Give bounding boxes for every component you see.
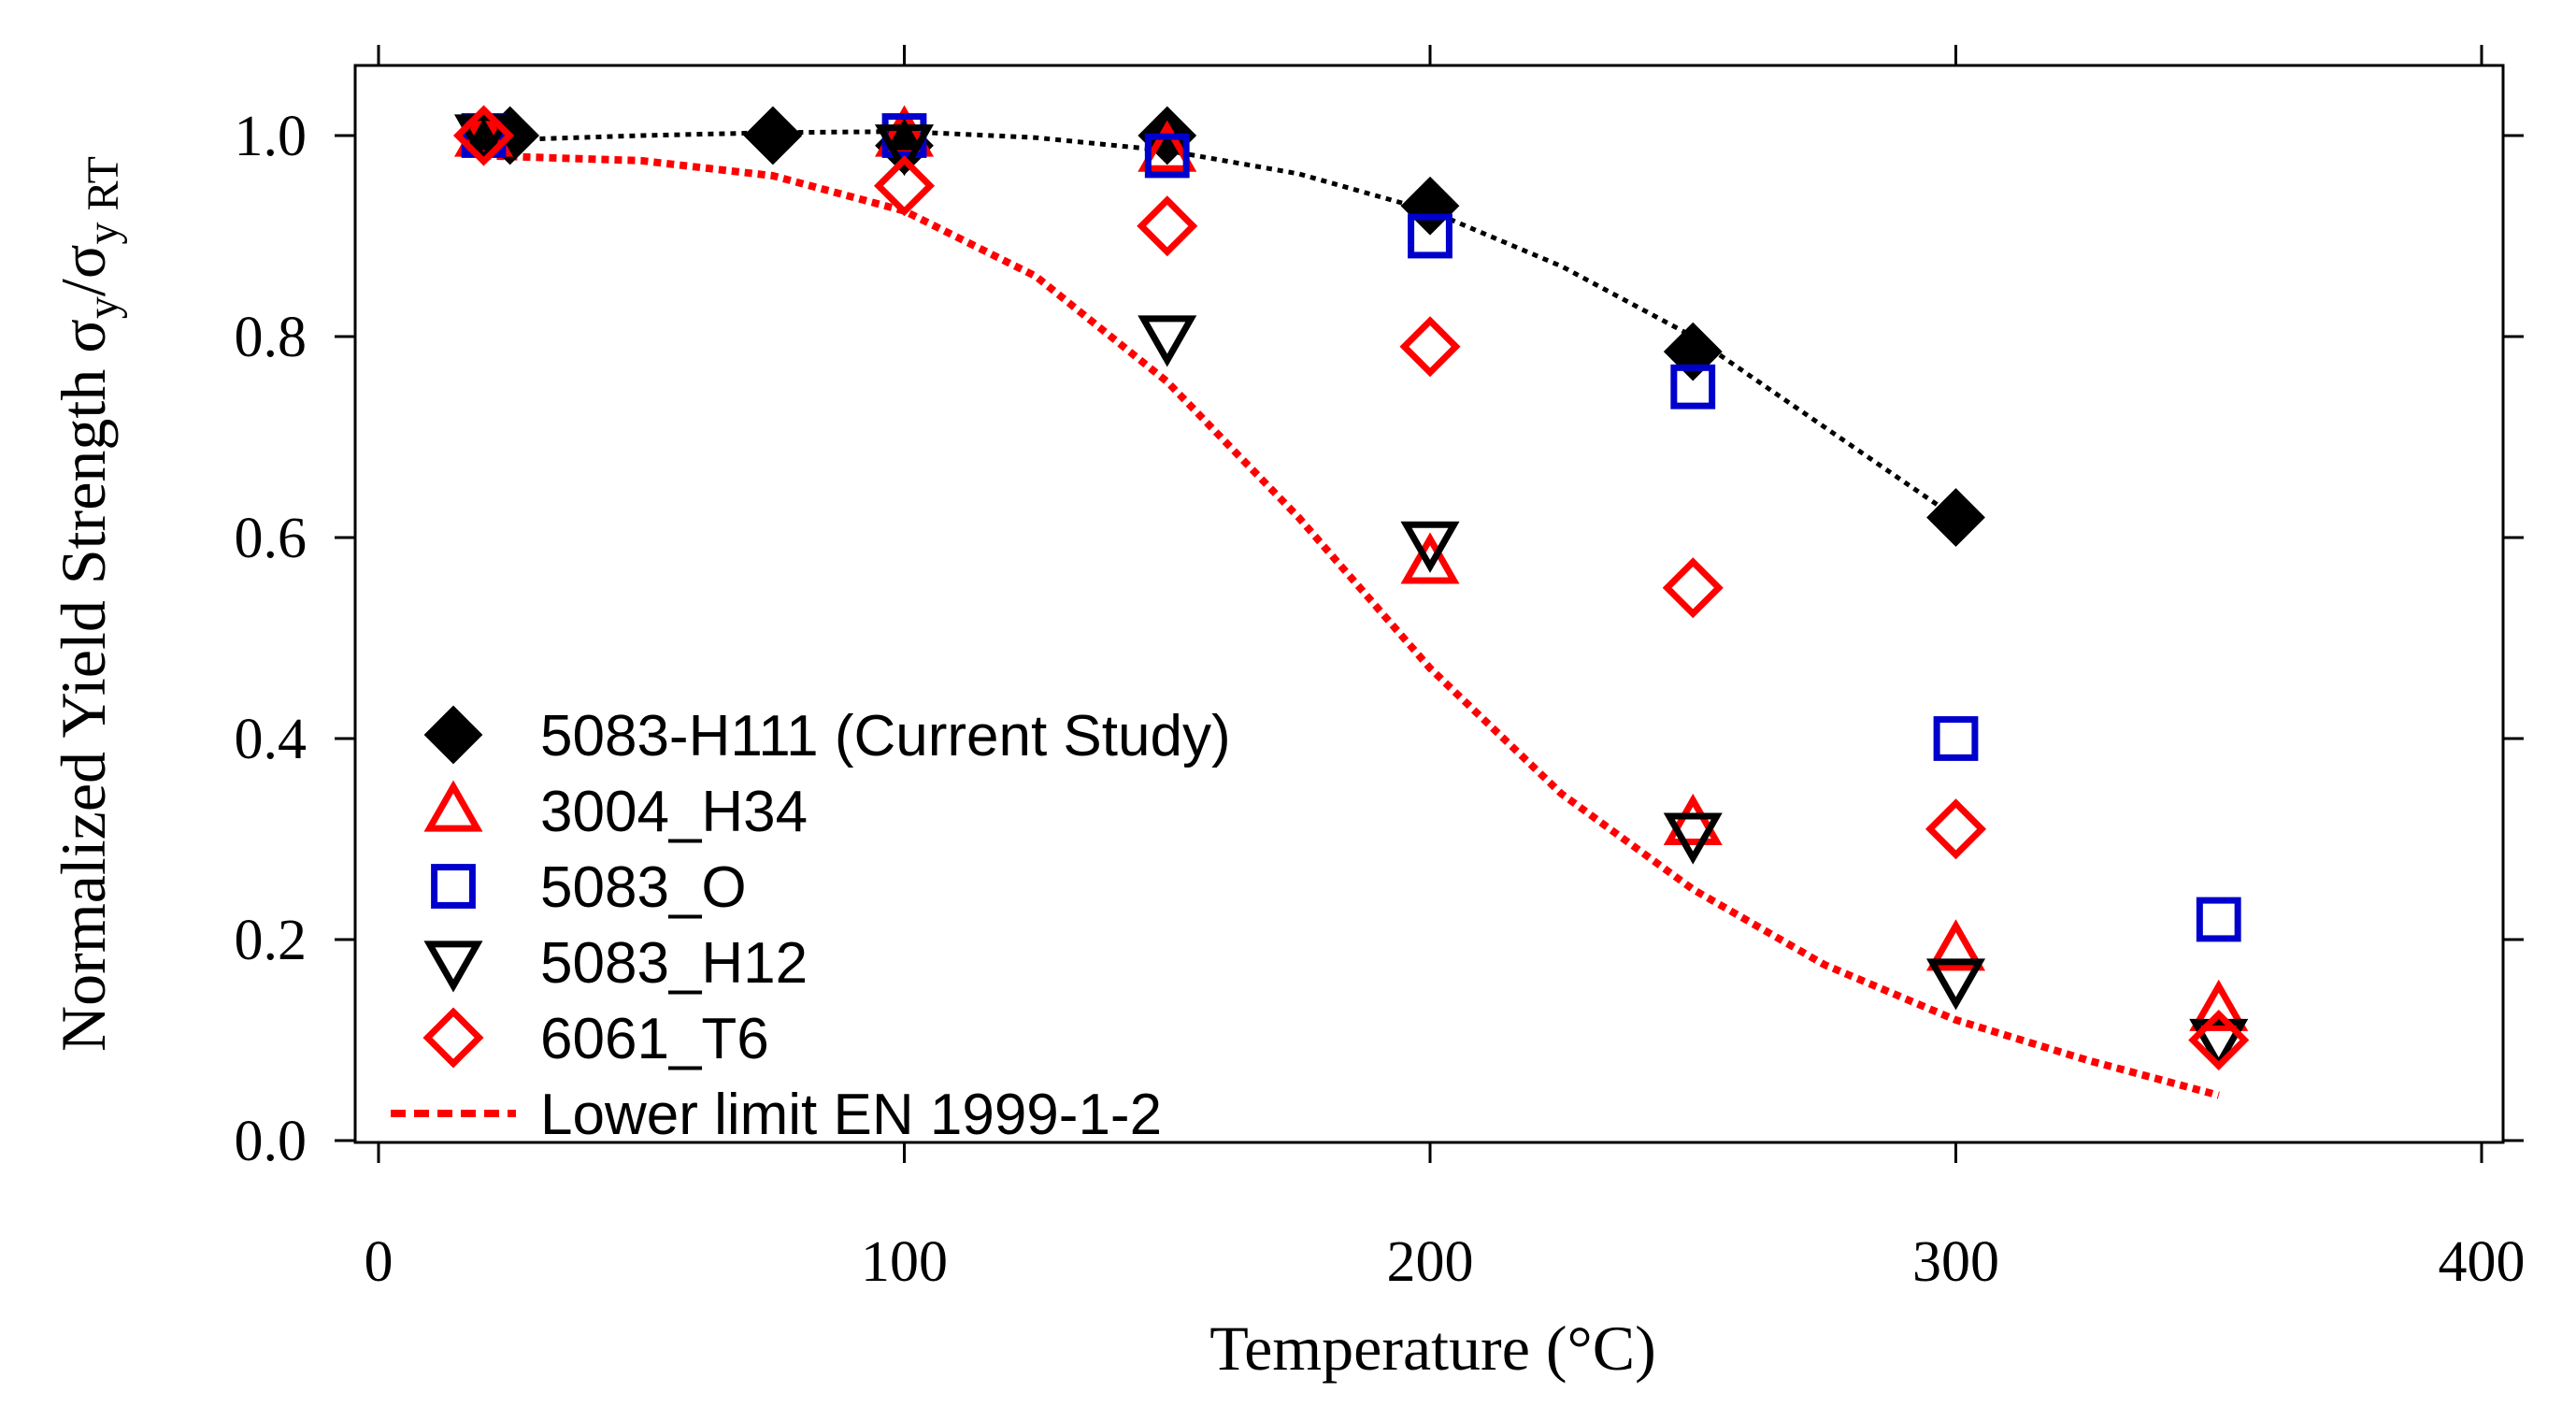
data-point-5083-o	[2196, 897, 2241, 942]
y-tick-label: 0.4	[235, 708, 308, 771]
data-point-5083-h111	[1926, 488, 1985, 547]
y-axis-title: Normalized Yield Strength σy/σy RT	[48, 156, 128, 1052]
data-point-5083-h12	[1925, 958, 1986, 1011]
data-point-5083-o	[1933, 716, 1979, 761]
y-tick-label: 0.8	[235, 306, 308, 369]
current-study-fit-curve	[483, 129, 1957, 520]
legend-marker-5083-h111	[423, 705, 483, 765]
data-point-5083-h12	[453, 114, 514, 166]
x-tick-label: 400	[2439, 1230, 2526, 1294]
legend-label: Lower limit EN 1999-1-2	[540, 1083, 1162, 1147]
legend-marker-3004-h34	[423, 780, 483, 832]
legend-label: 5083_H12	[540, 931, 808, 996]
data-point-6061-t6	[873, 155, 936, 217]
y-axis-title-main: Normalized Yield Strength σ	[48, 319, 119, 1052]
y-tick-label: 0.6	[235, 507, 308, 570]
data-point-5083-o	[1670, 364, 1716, 409]
data-point-6061-t6	[452, 105, 515, 166]
x-axis-title: Temperature (°C)	[1209, 1313, 1655, 1384]
legend-marker-6061-t6	[422, 1007, 484, 1069]
x-tick-label: 100	[861, 1230, 948, 1294]
y-axis-title-sub2: y RT	[79, 156, 128, 244]
legend: 5083-H111 (Current Study) 3004_H34 5083_O 5…	[391, 704, 1231, 1147]
y-tick-label: 0.2	[235, 909, 308, 972]
y-axis-title-sub1: y	[79, 296, 128, 319]
data-point-3004-h34	[1663, 793, 1723, 845]
legend-marker-5083-o	[431, 864, 476, 909]
x-tick-label: 300	[1912, 1230, 1999, 1294]
data-point-5083-o	[1144, 133, 1190, 179]
data-point-3004-h34	[1925, 919, 1986, 971]
x-tick-label: 0	[365, 1230, 394, 1294]
data-point-5083-h12	[1663, 812, 1723, 865]
legend-label: 5083_O	[540, 855, 747, 920]
y-tick-label: 0.0	[235, 1110, 308, 1173]
data-point-3004-h34	[1400, 532, 1460, 584]
data-point-3004-h34	[2189, 979, 2249, 1031]
data-point-6061-t6	[2188, 1009, 2250, 1071]
en1999-lower-limit-curve	[483, 151, 2220, 1099]
data-point-5083-h12	[2189, 1018, 2249, 1071]
data-point-6061-t6	[1399, 316, 1461, 378]
markers-layer	[452, 105, 2250, 1071]
data-point-5083-h12	[1138, 315, 1197, 367]
legend-marker-5083-h12	[423, 940, 483, 993]
data-point-6061-t6	[1925, 798, 1987, 860]
legend-label: 5083-H111 (Current Study)	[540, 704, 1231, 768]
y-axis-title-slash: /σ	[48, 245, 119, 297]
data-point-6061-t6	[1137, 195, 1198, 257]
x-tick-label: 200	[1387, 1230, 1474, 1294]
legend-label: 6061_T6	[540, 1007, 769, 1071]
legend-label: 3004_H34	[540, 780, 808, 844]
data-point-5083-o	[1408, 213, 1453, 259]
y-tick-label: 1.0	[235, 105, 308, 168]
data-point-5083-h12	[874, 124, 935, 177]
axis-ticks: 0 100 200 300 400 0.0 0.2 0.4 0.6 0.8 1.0	[235, 45, 2526, 1294]
data-point-3004-h34	[1138, 120, 1197, 172]
data-point-5083-h12	[1400, 521, 1460, 573]
data-point-5083-h111	[743, 106, 803, 165]
data-point-6061-t6	[1662, 557, 1724, 619]
